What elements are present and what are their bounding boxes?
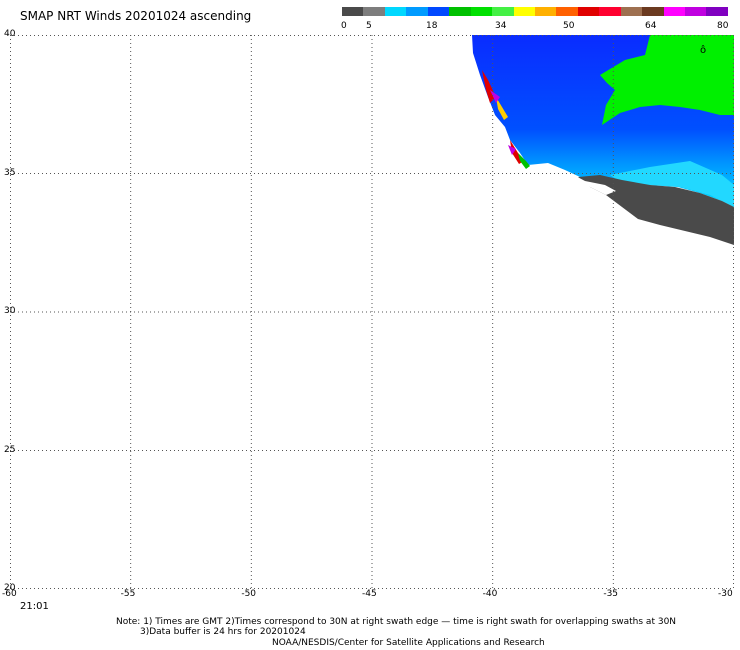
colorbar-label: 50 bbox=[563, 21, 575, 31]
colorbar-segment bbox=[556, 7, 578, 16]
longitude-label: -40 bbox=[482, 589, 498, 599]
longitude-label: -50 bbox=[241, 589, 257, 599]
longitude-label: -30 bbox=[718, 589, 733, 599]
colorbar-segment bbox=[406, 7, 428, 16]
colorbar-segment bbox=[620, 7, 643, 16]
colorbar-segment bbox=[706, 7, 728, 16]
colorbar-label: 0 bbox=[341, 21, 347, 31]
longitude-label: -35 bbox=[603, 589, 619, 599]
note-line-1: Note: 1) Times are GMT 2)Times correspon… bbox=[116, 617, 677, 627]
swath-rain-flag-region bbox=[578, 175, 734, 245]
colorbar-segment bbox=[342, 7, 364, 16]
longitude-label: -55 bbox=[120, 589, 136, 599]
colorbar-segment bbox=[685, 7, 707, 16]
wind-barb-mark: ô bbox=[700, 44, 706, 56]
swath-edge-magenta-2 bbox=[508, 145, 516, 155]
longitude-label: -60 bbox=[2, 589, 17, 599]
swath-gap bbox=[530, 165, 616, 195]
swath-edge-magenta bbox=[490, 90, 500, 103]
footer-credit: NOAA/NESDIS/Center for Satellite Applica… bbox=[272, 638, 545, 648]
colorbar-segment bbox=[599, 7, 621, 16]
colorbar-segment bbox=[363, 7, 385, 16]
satellite-swath bbox=[472, 35, 734, 245]
colorbar-label: 80 bbox=[717, 21, 729, 31]
colorbar-segment bbox=[642, 7, 664, 16]
map-title: SMAP NRT Winds 20201024 ascending bbox=[20, 9, 252, 23]
latitude-label: 20 bbox=[4, 583, 16, 593]
colorbar-segment bbox=[492, 7, 514, 16]
swath-moderate-wind-region bbox=[600, 35, 734, 125]
colorbar-segment bbox=[384, 7, 407, 16]
latitude-label: 40 bbox=[4, 29, 16, 39]
swath-edge-green bbox=[518, 153, 530, 169]
colorbar-label: 5 bbox=[366, 21, 372, 31]
colorbar-label: 18 bbox=[426, 21, 438, 31]
colorbar-segment bbox=[534, 7, 557, 16]
colorbar-segment bbox=[427, 7, 450, 16]
colorbar-segment bbox=[449, 7, 471, 16]
latitude-label: 25 bbox=[4, 444, 16, 455]
swath-light-wind-region bbox=[610, 161, 734, 207]
swath-time-label: 21:01 bbox=[20, 601, 49, 612]
latitude-label: 30 bbox=[4, 306, 16, 316]
latitude-label: 35 bbox=[4, 167, 16, 178]
note-line-2: 3)Data buffer is 24 hrs for 20201024 bbox=[140, 627, 306, 637]
swath-edge-yellow bbox=[496, 97, 508, 120]
colorbar-segment bbox=[470, 7, 493, 16]
longitude-label: -45 bbox=[362, 589, 377, 599]
colorbar-segment bbox=[577, 7, 600, 16]
lat-lon-grid bbox=[10, 35, 734, 589]
wind-speed-colorbar bbox=[342, 7, 728, 16]
colorbar-segment bbox=[513, 7, 535, 16]
wind-map: ô bbox=[10, 35, 734, 589]
colorbar-segment bbox=[663, 7, 685, 16]
colorbar-label: 34 bbox=[495, 21, 507, 31]
colorbar-label: 64 bbox=[645, 21, 657, 31]
